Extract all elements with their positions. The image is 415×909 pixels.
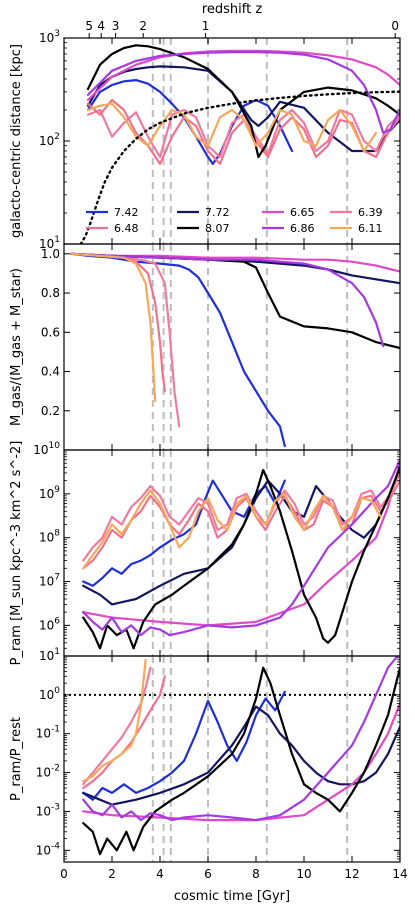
series-line-mean-distance — [79, 90, 400, 244]
series-line-7.42 — [70, 252, 286, 448]
legend-item-6.65: 6.65 — [262, 206, 315, 219]
series-line-6.39 — [82, 666, 152, 786]
legend-label: 7.42 — [114, 206, 139, 219]
panel-gas_fraction: 0.2 0.4 0.6 0.8 1.0 M_gas/(M_gas + M_star) — [9, 243, 401, 451]
y-tick-label: 107 — [39, 573, 60, 589]
y-tick-label: 102 — [39, 132, 60, 148]
top-tick-label: 0 — [391, 19, 399, 33]
series-line-8.07 — [70, 252, 400, 350]
panel-pressure_ratio: 10-4 10-3 10-2 10-1 100 101 P_ram/P_rest — [9, 647, 401, 863]
y-tick-label: 101 — [39, 647, 60, 663]
legend-label: 6.86 — [290, 222, 315, 235]
y-tick-label: 103 — [39, 29, 60, 45]
series-line-6.86 — [82, 458, 400, 637]
series-line-6.11 — [86, 102, 378, 153]
legend-item-6.48: 6.48 — [86, 222, 139, 235]
y-tick-label: 0.2 — [41, 404, 60, 418]
series-group — [82, 458, 400, 650]
legend: 7.42 7.72 6.65 6.39 6.48 8.07 6.86 6.11 — [86, 206, 383, 235]
series-line-8.07 — [82, 666, 400, 856]
legend-item-6.11: 6.11 — [330, 222, 383, 235]
y-tick-label: 106 — [39, 616, 60, 632]
panel-frame — [63, 655, 401, 863]
series-line-6.11 — [70, 252, 157, 403]
y-tick-label: 10-2 — [36, 764, 60, 780]
y-axis-label: P_ram [M_sun kpc^-3 km^2 s^-2] — [9, 441, 24, 666]
legend-item-8.07: 8.07 — [177, 222, 230, 235]
legend-label: 6.65 — [290, 206, 315, 219]
series-line-6.48 — [82, 675, 166, 790]
panel-ram_pressure: 106 107 108 109 1010 P_ram [M_sun kpc^-3 km^2… — [9, 441, 401, 666]
legend-label: 6.48 — [114, 222, 139, 235]
series-line-6.86 — [82, 656, 399, 822]
series-group — [70, 252, 400, 448]
series-line-6.39 — [82, 471, 400, 562]
series-line-6.86 — [70, 252, 385, 348]
y-axis-label: galacto-centric distance [kpc] — [9, 44, 24, 238]
x-axis-label: cosmic time [Gyr] — [174, 889, 290, 904]
series-group — [79, 44, 400, 244]
top-tick-label: 1 — [202, 19, 210, 33]
y-tick-label: 0.6 — [41, 325, 60, 339]
series-group — [82, 656, 400, 856]
y-tick-label: 109 — [39, 485, 60, 501]
series-line-6.48 — [82, 479, 400, 570]
series-line-6.65 — [86, 49, 400, 102]
y-tick-label: 1.0 — [41, 247, 60, 261]
y-axis-label: P_ram/P_rest — [9, 717, 24, 801]
series-line-7.72 — [86, 65, 400, 153]
series-line-6.86 — [86, 50, 400, 134]
y-tick-label: 0.8 — [41, 286, 60, 300]
series-line-7.72 — [82, 471, 400, 606]
x-tick-label: 10 — [296, 867, 311, 881]
panel-frame — [63, 449, 401, 657]
series-line-8.07 — [82, 466, 400, 650]
x-tick-label: 6 — [204, 867, 212, 881]
top-tick-label: 2 — [139, 19, 147, 33]
y-tick-label: 10-1 — [36, 725, 60, 741]
legend-item-6.86: 6.86 — [262, 222, 315, 235]
y-tick-label: 0.4 — [41, 365, 60, 379]
x-tick-label: 14 — [392, 867, 407, 881]
top-tick-label: 5 — [85, 19, 93, 33]
legend-label: 6.11 — [358, 222, 383, 235]
series-line-8.07 — [86, 44, 400, 159]
x-tick-label: 8 — [252, 867, 260, 881]
y-tick-label: 1010 — [33, 441, 60, 457]
y-tick-label: 101 — [39, 235, 60, 251]
x-tick-label: 2 — [108, 867, 116, 881]
top-tick-label: 4 — [97, 19, 105, 33]
legend-item-7.42: 7.42 — [86, 206, 139, 219]
x-tick-label: 4 — [156, 867, 164, 881]
x-tick-label: 0 — [60, 867, 68, 881]
legend-label: 6.39 — [358, 206, 383, 219]
x-tick-label: 12 — [344, 867, 359, 881]
legend-item-7.72: 7.72 — [177, 206, 230, 219]
top-tick-label: 3 — [112, 19, 120, 33]
series-line-7.42 — [82, 690, 286, 801]
panel-distance: 101 102 103 galacto-centric distance [kpc] — [9, 29, 401, 251]
legend-label: 8.07 — [205, 222, 230, 235]
y-tick-label: 10-4 — [36, 841, 61, 857]
y-tick-label: 100 — [39, 686, 60, 702]
legend-label: 7.72 — [205, 206, 230, 219]
panels-layer: 101 102 103 galacto-centric distance [kpc] 0… — [9, 29, 401, 863]
y-tick-label: 10-3 — [36, 802, 60, 818]
legend-item-6.39: 6.39 — [330, 206, 383, 219]
y-tick-label: 108 — [39, 529, 60, 545]
series-line-6.11 — [82, 658, 147, 783]
top-axis-label: redshift z — [202, 2, 263, 17]
y-axis-label: M_gas/(M_gas + M_star) — [9, 268, 24, 426]
series-line-6.11 — [82, 489, 382, 570]
